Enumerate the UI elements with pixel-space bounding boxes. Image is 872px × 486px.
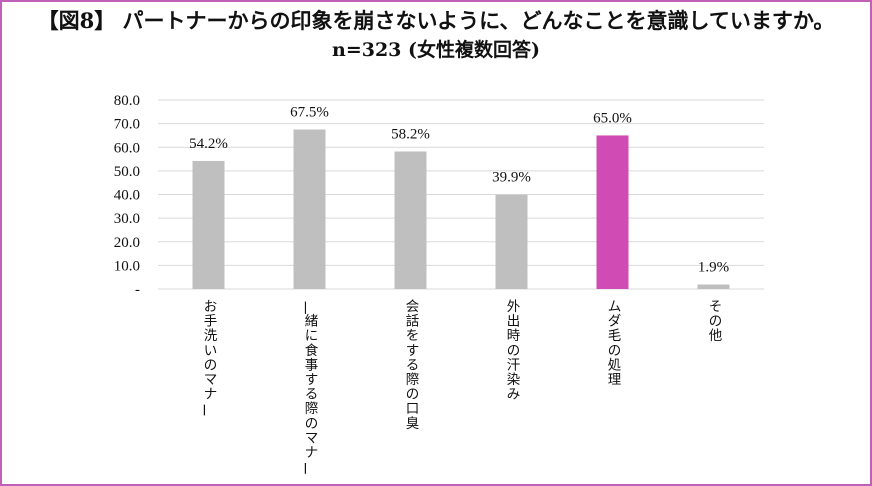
x-category-label: 一緒に食事する際のマナー xyxy=(296,301,319,475)
bar xyxy=(293,129,326,289)
data-label: 54.2% xyxy=(189,136,228,152)
y-tick-label: 50.0 xyxy=(114,164,140,180)
y-tick-label: 60.0 xyxy=(114,140,140,156)
chart-title: 【図8】 パートナーからの印象を崩さないように、どんなことを意識していますか。 xyxy=(37,8,835,33)
data-label: 58.2% xyxy=(391,127,430,143)
x-category-label: 会話をする際の口臭 xyxy=(406,299,420,432)
y-tick-label: 70.0 xyxy=(114,117,140,133)
x-category-label: ムダ毛の処理 xyxy=(608,299,622,388)
data-label: 1.9% xyxy=(698,260,729,276)
x-category-label: 外出時の汗染み xyxy=(507,299,521,403)
bar xyxy=(495,194,528,289)
bar xyxy=(697,284,730,289)
data-label: 67.5% xyxy=(290,105,329,121)
y-tick-label: 20.0 xyxy=(114,235,140,251)
y-tick-label: 30.0 xyxy=(114,211,140,227)
y-tick-label: 40.0 xyxy=(114,188,140,204)
chart-subtitle: n=323 (女性複数回答) xyxy=(332,39,540,61)
bar xyxy=(596,135,629,289)
bar xyxy=(394,151,427,289)
data-label: 65.0% xyxy=(593,110,632,126)
data-label: 39.9% xyxy=(492,170,531,186)
y-tick-label: 10.0 xyxy=(114,258,140,274)
x-category-label: お手洗いのマナー xyxy=(195,299,218,417)
y-tick-label: 80.0 xyxy=(114,93,140,109)
bar xyxy=(192,160,225,289)
x-category-label: その他 xyxy=(709,299,723,344)
y-tick-label: - xyxy=(135,282,140,298)
